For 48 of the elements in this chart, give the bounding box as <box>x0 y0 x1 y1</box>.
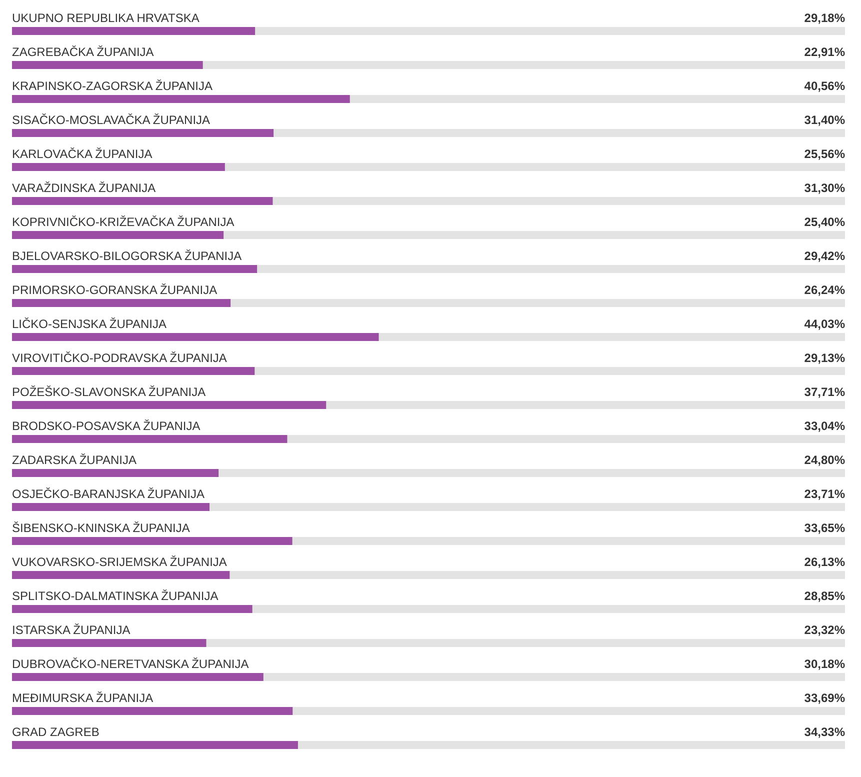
bar <box>12 469 219 477</box>
data-label: 30,18% <box>804 657 846 671</box>
data-label: 33,69% <box>804 691 846 705</box>
y-tick-label: VUKOVARSKO-SRIJEMSKA ŽUPANIJA <box>12 555 227 569</box>
data-label: 40,56% <box>804 79 846 93</box>
data-label: 26,13% <box>804 555 846 569</box>
y-tick-label: ŠIBENSKO-KNINSKA ŽUPANIJA <box>12 521 190 535</box>
y-tick-label: ZAGREBAČKA ŽUPANIJA <box>12 45 154 59</box>
data-label: 29,18% <box>804 11 846 25</box>
data-label: 31,40% <box>804 113 846 127</box>
y-tick-label: UKUPNO REPUBLIKA HRVATSKA <box>12 11 200 25</box>
y-tick-label: OSJEČKO-BARANJSKA ŽUPANIJA <box>12 487 204 501</box>
data-label: 34,33% <box>804 725 846 739</box>
y-tick-label: BRODSKO-POSAVSKA ŽUPANIJA <box>12 419 200 433</box>
bar <box>12 639 206 647</box>
data-label: 28,85% <box>804 589 846 603</box>
y-tick-label: VIROVITIČKO-PODRAVSKA ŽUPANIJA <box>12 351 227 365</box>
data-label: 29,42% <box>804 249 846 263</box>
data-label: 29,13% <box>804 351 846 365</box>
data-label: 22,91% <box>804 45 846 59</box>
data-label: 25,40% <box>804 215 846 229</box>
data-label: 25,56% <box>804 147 846 161</box>
y-tick-label: POŽEŠKO-SLAVONSKA ŽUPANIJA <box>12 385 206 399</box>
y-tick-label: PRIMORSKO-GORANSKA ŽUPANIJA <box>12 283 218 297</box>
y-tick-label: SPLITSKO-DALMATINSKA ŽUPANIJA <box>12 589 218 603</box>
data-label: 44,03% <box>804 317 846 331</box>
y-tick-label: ISTARSKA ŽUPANIJA <box>12 623 130 637</box>
y-tick-label: KRAPINSKO-ZAGORSKA ŽUPANIJA <box>12 79 212 93</box>
y-tick-label: KARLOVAČKA ŽUPANIJA <box>12 147 152 161</box>
y-tick-label: KOPRIVNIČKO-KRIŽEVAČKA ŽUPANIJA <box>12 215 234 229</box>
data-label: 24,80% <box>804 453 846 467</box>
y-tick-label: MEĐIMURSKA ŽUPANIJA <box>12 691 154 705</box>
data-label: 37,71% <box>804 385 846 399</box>
y-tick-label: DUBROVAČKO-NERETVANSKA ŽUPANIJA <box>12 657 249 671</box>
y-tick-label: GRAD ZAGREB <box>12 725 100 739</box>
y-tick-label: VARAŽDINSKA ŽUPANIJA <box>12 181 156 195</box>
y-tick-label: BJELOVARSKO-BILOGORSKA ŽUPANIJA <box>12 249 242 263</box>
y-tick-label: SISAČKO-MOSLAVAČKA ŽUPANIJA <box>12 113 210 127</box>
y-tick-label: ZADARSKA ŽUPANIJA <box>12 453 136 467</box>
bar <box>12 503 210 511</box>
data-label: 23,32% <box>804 623 846 637</box>
y-tick-label: LIČKO-SENJSKA ŽUPANIJA <box>12 317 166 331</box>
data-label: 33,04% <box>804 419 846 433</box>
data-label: 26,24% <box>804 283 846 297</box>
data-label: 23,71% <box>804 487 846 501</box>
bar <box>12 61 203 69</box>
data-label: 31,30% <box>804 181 846 195</box>
data-label: 33,65% <box>804 521 846 535</box>
